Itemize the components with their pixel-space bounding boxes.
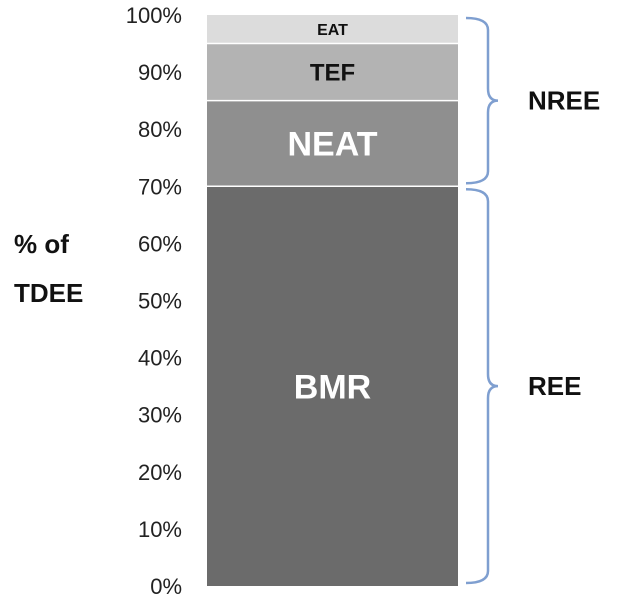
bar-segment-label: EAT	[317, 22, 348, 39]
bar-segment-neat	[207, 100, 458, 187]
bar-segment-label: BMR	[294, 368, 371, 406]
y-tick-label: 90%	[138, 60, 182, 85]
y-tick-label: 20%	[138, 460, 182, 485]
y-tick-label: 60%	[138, 231, 182, 256]
bracket-nree	[465, 16, 499, 185]
bracket-label-nree: NREE	[528, 86, 600, 116]
bracket-label-ree: REE	[528, 371, 581, 401]
y-axis-label-line-1: % of	[14, 229, 69, 259]
bracket-ree	[465, 188, 499, 585]
y-tick-label: 30%	[138, 403, 182, 428]
bar-segment-tef	[207, 43, 458, 101]
y-tick-label: 50%	[138, 289, 182, 314]
y-tick-label: 40%	[138, 346, 182, 371]
brackets: NREE REE	[465, 16, 600, 585]
y-tick-label: 0%	[150, 574, 182, 599]
bar-segment-label: NEAT	[287, 126, 377, 164]
y-tick-label: 10%	[138, 517, 182, 542]
bar-segment-eat	[207, 15, 458, 44]
y-tick-label: 80%	[138, 117, 182, 142]
bar-segment-bmr	[207, 186, 458, 587]
y-tick-label: 70%	[138, 174, 182, 199]
y-tick-label: 100%	[126, 3, 182, 28]
bar-segment-label: TEF	[310, 60, 355, 87]
stacked-bar: BMR NEAT TEF EAT	[207, 15, 458, 587]
y-axis-label-line-2: TDEE	[14, 278, 83, 308]
y-axis-ticks: 0% 10% 20% 30% 40% 50% 60% 70% 80% 90% 100%	[126, 3, 182, 599]
